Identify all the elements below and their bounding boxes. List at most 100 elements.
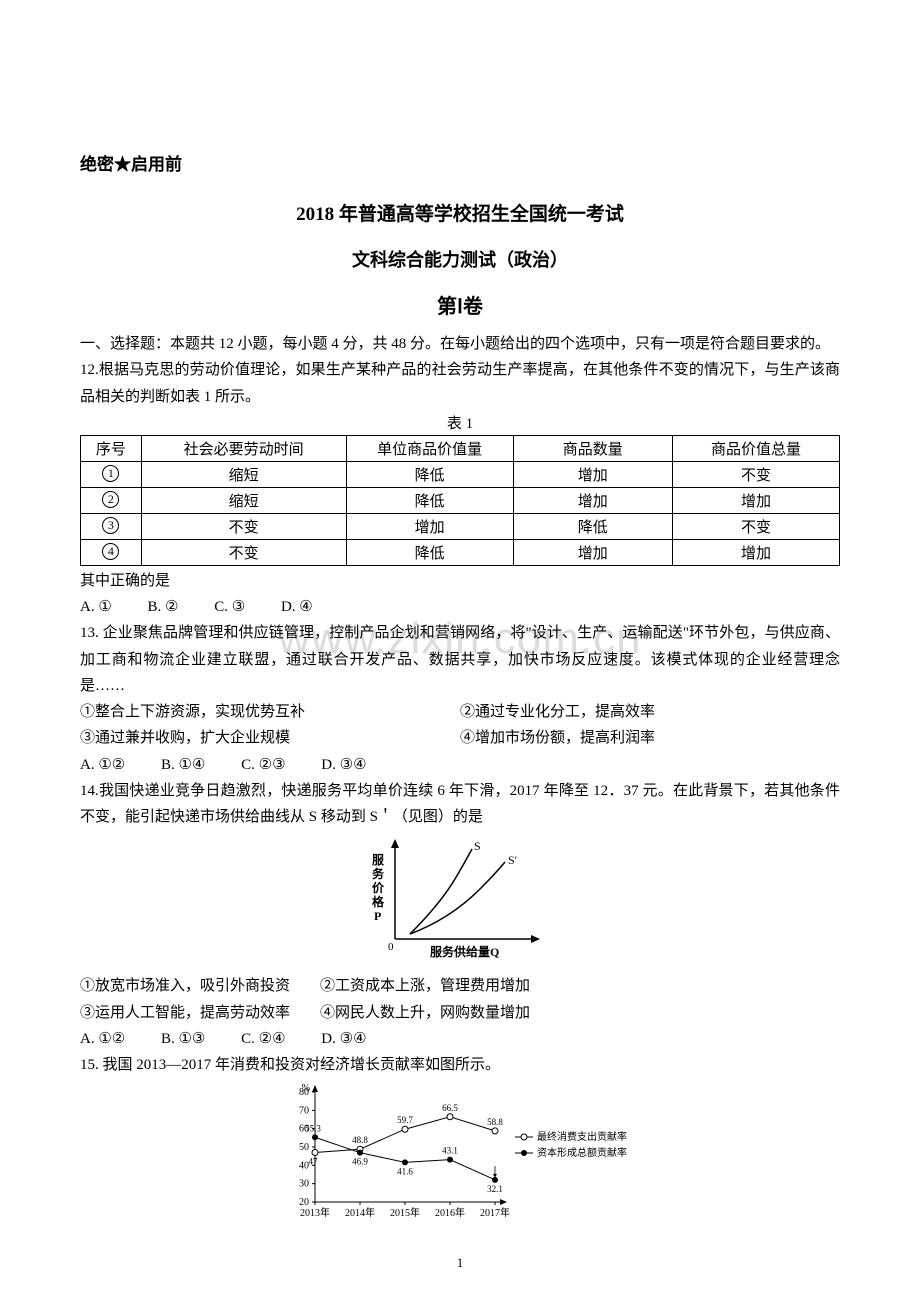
secret-label: 绝密★启用前: [80, 150, 840, 175]
svg-text:47: 47: [309, 1157, 319, 1167]
svg-text:43.1: 43.1: [442, 1146, 458, 1156]
svg-text:0: 0: [388, 941, 394, 953]
svg-text:务: 务: [372, 866, 385, 881]
td: 增加: [672, 539, 839, 565]
td: 不变: [672, 461, 839, 487]
svg-text:55.3: 55.3: [305, 1124, 321, 1134]
svg-text:2013年: 2013年: [300, 1206, 330, 1219]
q13-sub: ①整合上下游资源，实现优势互补 ②通过专业化分工，提高效率: [80, 699, 840, 725]
q12-stem: 12.根据马克思的劳动价值理论，如果生产某种产品的社会劳动生产率提高，在其他条件…: [80, 357, 840, 410]
th-c: 商品数量: [513, 435, 672, 461]
td: 不变: [141, 513, 346, 539]
title-volume: 第Ⅰ卷: [80, 290, 840, 319]
td: 4: [81, 539, 142, 565]
td: 降低: [346, 461, 513, 487]
opt-c: C. ②④: [241, 1026, 285, 1052]
td: 增加: [513, 487, 672, 513]
td: 增加: [346, 513, 513, 539]
td: 降低: [513, 513, 672, 539]
q13-s4: ④增加市场份额，提高利润率: [460, 725, 840, 751]
svg-text:59.7: 59.7: [397, 1115, 413, 1125]
svg-text:价: 价: [372, 881, 385, 895]
td: 3: [81, 513, 142, 539]
svg-text:66.5: 66.5: [442, 1103, 458, 1113]
q13-s3: ③通过兼并收购，扩大企业规模: [80, 725, 460, 751]
svg-text:32.1: 32.1: [487, 1184, 503, 1194]
th-d: 商品价值总量: [672, 435, 839, 461]
opt-b: B. ②: [148, 594, 179, 620]
q13-s2: ②通过专业化分工，提高效率: [460, 699, 840, 725]
td: 缩短: [141, 487, 346, 513]
svg-text:70: 70: [299, 1106, 309, 1117]
opt-b: B. ①③: [161, 1026, 205, 1052]
table1-caption: 表 1: [80, 412, 840, 433]
opt-c: C. ②③: [241, 752, 285, 778]
q15-chart: %203040506070802013年2014年2015年2016年2017年…: [80, 1082, 840, 1227]
td: 降低: [346, 539, 513, 565]
td: 1: [81, 461, 142, 487]
q13-s1: ①整合上下游资源，实现优势互补: [80, 699, 460, 725]
svg-text:2015年: 2015年: [390, 1206, 420, 1219]
q13-stem: 13. 企业聚焦品牌管理和供应链管理，控制产品企划和营销网络，将"设计、生产、运…: [80, 620, 840, 699]
th-seq: 序号: [81, 435, 142, 461]
td: 增加: [513, 461, 672, 487]
opt-d: D. ③④: [321, 752, 366, 778]
svg-text:格: 格: [372, 894, 385, 909]
td: 2: [81, 487, 142, 513]
opt-a: A. ①②: [80, 1026, 125, 1052]
q14-sub1: ①放宽市场准入，吸引外商投资 ②工资成本上涨，管理费用增加: [80, 973, 840, 999]
svg-text:2014年: 2014年: [345, 1206, 375, 1219]
curve-sprime-label: S′: [508, 853, 518, 867]
opt-d: D. ④: [281, 594, 313, 620]
svg-text:2016年: 2016年: [435, 1206, 465, 1219]
title-main: 2018 年普通高等学校招生全国统一考试: [80, 199, 840, 226]
page-number: 1: [80, 1255, 840, 1271]
q13-sub: ③通过兼并收购，扩大企业规模 ④增加市场份额，提高利润率: [80, 725, 840, 751]
svg-text:服: 服: [372, 852, 385, 867]
svg-text:P: P: [374, 909, 381, 923]
q13-options: A. ①② B. ①④ C. ②③ D. ③④: [80, 752, 840, 778]
table-row: 序号 社会必要劳动时间 单位商品价值量 商品数量 商品价值总量: [81, 435, 840, 461]
table-row: 4 不变 降低 增加 增加: [81, 539, 840, 565]
opt-c: C. ③: [214, 594, 245, 620]
q14-stem: 14.我国快递业竞争日趋激烈，快递服务平均单价连续 6 年下滑，2017 年降至…: [80, 778, 840, 831]
q14-sub2: ③运用人工智能，提高劳动效率 ④网民人数上升，网购数量增加: [80, 1000, 840, 1026]
x-axis-label: 服务供给量Q: [430, 944, 499, 959]
svg-text:20: 20: [299, 1197, 309, 1208]
q14-options: A. ①② B. ①③ C. ②④ D. ③④: [80, 1026, 840, 1052]
q14-chart: S S′ 服 务 价 格 P 0 服务供给量Q: [80, 834, 840, 969]
svg-text:30: 30: [299, 1179, 309, 1190]
table-row: 3 不变 增加 降低 不变: [81, 513, 840, 539]
opt-a: A. ①: [80, 594, 112, 620]
td: 不变: [672, 513, 839, 539]
q12-options: A. ① B. ② C. ③ D. ④: [80, 594, 840, 620]
td: 增加: [513, 539, 672, 565]
opt-b: B. ①④: [161, 752, 205, 778]
title-sub: 文科综合能力测试（政治）: [80, 246, 840, 272]
td: 增加: [672, 487, 839, 513]
td: 不变: [141, 539, 346, 565]
q15-stem: 15. 我国 2013—2017 年消费和投资对经济增长贡献率如图所示。: [80, 1052, 840, 1078]
svg-text:58.8: 58.8: [487, 1117, 503, 1127]
th-b: 单位商品价值量: [346, 435, 513, 461]
td: 降低: [346, 487, 513, 513]
section-intro: 一、选择题：本题共 12 小题，每小题 4 分，共 48 分。在每小题给出的四个…: [80, 331, 840, 357]
opt-a: A. ①②: [80, 752, 125, 778]
table1: 序号 社会必要劳动时间 单位商品价值量 商品数量 商品价值总量 1 缩短 降低 …: [80, 435, 840, 566]
svg-text:80: 80: [299, 1087, 309, 1098]
svg-text:2017年: 2017年: [480, 1206, 510, 1219]
svg-text:资本形成总额贡献率: 资本形成总额贡献率: [537, 1146, 627, 1159]
svg-text:46.9: 46.9: [352, 1157, 368, 1167]
svg-text:48.8: 48.8: [352, 1135, 368, 1145]
svg-text:40: 40: [299, 1161, 309, 1172]
svg-text:最终消费支出贡献率: 最终消费支出贡献率: [537, 1130, 627, 1143]
q12-tail: 其中正确的是: [80, 568, 840, 594]
td: 缩短: [141, 461, 346, 487]
table-row: 1 缩短 降低 增加 不变: [81, 461, 840, 487]
curve-s-label: S: [474, 839, 481, 853]
table-row: 2 缩短 降低 增加 增加: [81, 487, 840, 513]
svg-text:50: 50: [299, 1142, 309, 1153]
svg-text:41.6: 41.6: [397, 1167, 413, 1177]
th-a: 社会必要劳动时间: [141, 435, 346, 461]
opt-d: D. ③④: [321, 1026, 366, 1052]
